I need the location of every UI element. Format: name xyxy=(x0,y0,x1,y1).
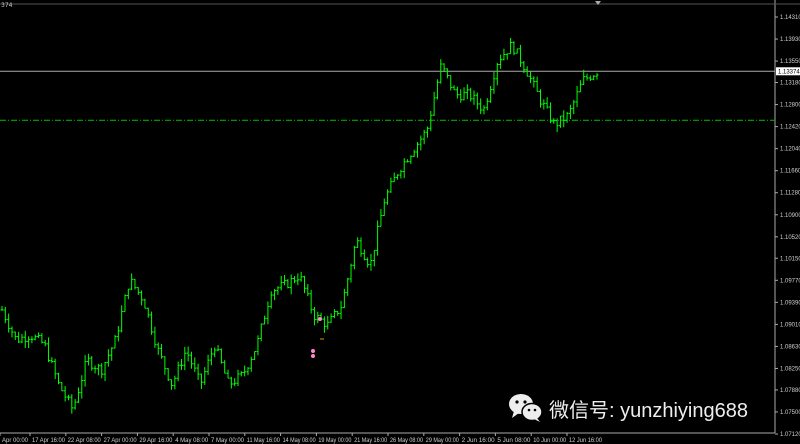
x-tick-label: 27 Apr 00:00 xyxy=(104,438,138,444)
x-tick-label: 17 Apr 16:00 xyxy=(32,438,66,444)
y-tick-label: 1.09390 xyxy=(780,300,800,306)
x-tick-label: 5 Jun 08:00 xyxy=(497,438,531,444)
x-tick-label: 2 Jun 16:00 xyxy=(462,438,496,444)
x-tick-label: 4 May 08:00 xyxy=(175,438,209,444)
x-tick-label: 21 May 16:00 xyxy=(354,438,388,444)
y-tick-label: 1.07500 xyxy=(780,410,800,416)
y-tick-label: 1.10900 xyxy=(780,213,800,219)
x-tick-label: 29 Apr 16:00 xyxy=(139,438,173,444)
x-tick-label: 14 May 08:00 xyxy=(283,438,317,444)
x-tick-label: 7 May 00:00 xyxy=(211,438,245,444)
trade-marker xyxy=(318,317,322,321)
y-tick-label: 1.08630 xyxy=(780,344,800,350)
x-tick-label: Apr 00:00 xyxy=(2,438,29,444)
chart-shift-marker xyxy=(595,1,601,5)
y-tick-label: 1.11280 xyxy=(780,191,800,197)
y-tick-label: 1.13180 xyxy=(780,81,800,87)
symbol-label: 374 xyxy=(1,2,13,9)
y-tick-label: 1.12800 xyxy=(780,103,800,109)
wechat-icon xyxy=(509,394,543,422)
y-tick-label: 1.07880 xyxy=(780,388,800,394)
x-tick-label: 12 Jun 16:00 xyxy=(569,438,603,444)
x-tick-label: 26 May 08:00 xyxy=(390,438,424,444)
y-tick-label: 1.08250 xyxy=(780,366,800,372)
x-tick-label: 19 May 00:00 xyxy=(318,438,352,444)
trade-marker xyxy=(311,349,315,353)
current-price-label: 1.13374 xyxy=(778,69,800,75)
x-tick-label: 11 May 16:00 xyxy=(247,438,281,444)
watermark: 微信号: yunzhiying688 xyxy=(508,393,748,423)
y-tick-label: 1.10150 xyxy=(780,256,800,262)
watermark-text: 微信号: yunzhiying688 xyxy=(549,399,748,422)
y-tick-label: 1.13550 xyxy=(780,59,800,65)
y-tick-label: 1.10520 xyxy=(780,235,800,241)
current-price-box xyxy=(776,67,800,76)
y-tick-label: 1.07120 xyxy=(780,432,800,438)
x-tick-label: 22 Apr 08:00 xyxy=(68,438,102,444)
x-tick-label: 10 Jun 00:00 xyxy=(533,438,567,444)
y-tick-label: 1.13930 xyxy=(780,37,800,43)
y-tick-label: 1.12040 xyxy=(780,147,800,153)
trade-marker xyxy=(311,354,315,358)
y-tick-label: 1.11660 xyxy=(780,169,800,175)
y-tick-label: 1.09010 xyxy=(780,322,800,328)
y-tick-label: 1.14310 xyxy=(780,15,800,21)
x-tick-label: 29 May 00:00 xyxy=(426,438,460,444)
y-tick-label: 1.09770 xyxy=(780,278,800,284)
y-tick-label: 1.12420 xyxy=(780,125,800,131)
